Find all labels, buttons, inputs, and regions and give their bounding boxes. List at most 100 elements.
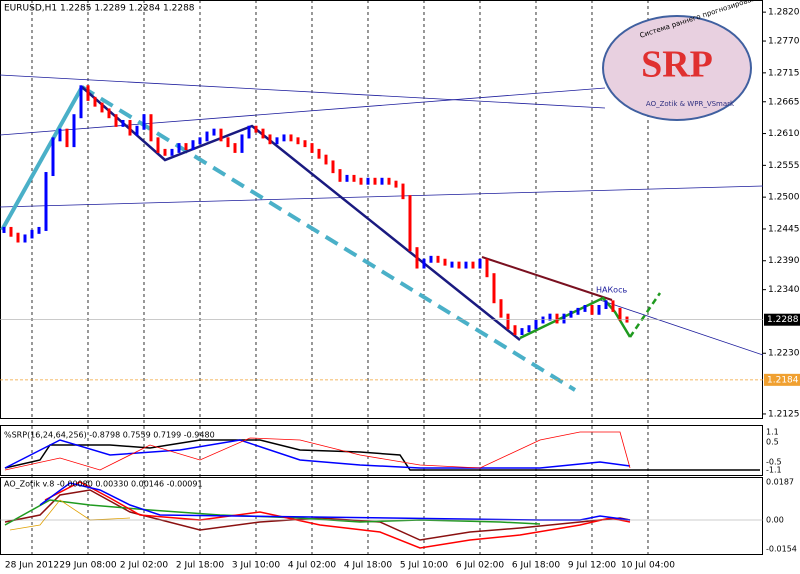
indicator-scale: -1.1 xyxy=(766,466,782,475)
price-bar xyxy=(58,128,62,142)
x-tick-label: 4 Jul 18:00 xyxy=(344,561,393,571)
price-bar xyxy=(156,137,160,153)
level-box xyxy=(764,373,800,386)
trend-line xyxy=(0,86,84,231)
price-bar xyxy=(436,255,440,263)
trend-line xyxy=(0,74,606,109)
price-bar xyxy=(555,313,559,324)
ao-panel xyxy=(0,477,763,555)
price-bar xyxy=(261,128,265,139)
trend-line xyxy=(519,296,632,340)
price-bar xyxy=(415,247,419,269)
indicator-scale: -0.5 xyxy=(766,458,782,467)
indicator-scale: 0.5 xyxy=(766,438,779,447)
price-bar xyxy=(72,114,76,148)
logo-title: SRP xyxy=(641,44,713,86)
price-bar xyxy=(149,114,153,142)
price-bar xyxy=(471,261,475,269)
price-bar xyxy=(506,313,510,330)
x-tick-label: 9 Jul 12:00 xyxy=(568,561,617,571)
price-bar xyxy=(184,143,188,151)
price-bar xyxy=(107,108,111,119)
price-bar xyxy=(177,143,181,153)
srp-line xyxy=(4,431,631,471)
indicator-scale: 0.0187 xyxy=(766,478,794,487)
price-bar xyxy=(401,183,405,200)
price-bar xyxy=(548,313,552,321)
price-bar xyxy=(275,137,279,145)
price-bar xyxy=(618,307,622,321)
trend-line xyxy=(80,85,577,392)
price-bar xyxy=(142,114,146,130)
srp-line xyxy=(4,439,760,471)
price-bar xyxy=(408,195,412,252)
price-bar xyxy=(30,229,34,239)
price-bar xyxy=(23,234,27,243)
price-bar xyxy=(457,261,461,269)
x-tick-label: 6 Jul 18:00 xyxy=(512,561,561,571)
price-bar xyxy=(100,102,104,113)
price-bar xyxy=(170,148,174,156)
price-bar xyxy=(212,128,216,136)
price-bar xyxy=(135,125,139,136)
bid-label: 1.2288 xyxy=(767,315,799,325)
y-tick-label: 1.2770 xyxy=(768,37,800,47)
price-bar xyxy=(534,319,538,330)
price-bars xyxy=(2,85,629,336)
price-bar xyxy=(163,148,167,156)
price-bar xyxy=(478,258,482,269)
price-bar xyxy=(2,226,6,233)
price-bar xyxy=(233,143,237,153)
logo-bottom: AO_Zotik & WPR_VSmark xyxy=(646,100,735,108)
price-bar xyxy=(485,258,489,278)
x-tick-label: 2 Jul 02:00 xyxy=(120,561,169,571)
price-bar xyxy=(359,177,363,185)
trend-line xyxy=(481,256,613,301)
price-bar xyxy=(226,137,230,148)
price-bar xyxy=(240,134,244,153)
x-tick-label: 3 Jul 10:00 xyxy=(232,561,281,571)
price-bar xyxy=(79,85,83,119)
price-bar xyxy=(93,96,97,107)
price-bar xyxy=(387,177,391,185)
price-bar xyxy=(219,128,223,142)
y-tick-label: 1.2555 xyxy=(768,161,800,171)
ao-line xyxy=(39,482,631,521)
x-tick-label: 29 Jun 08:00 xyxy=(59,561,116,571)
price-bar xyxy=(597,304,601,315)
x-tick-label: 5 Jul 10:00 xyxy=(400,561,449,571)
price-bar xyxy=(268,134,272,145)
price-bar xyxy=(114,114,118,127)
price-bar xyxy=(9,226,13,237)
indicator-scale: 0.00 xyxy=(766,516,784,525)
price-bar xyxy=(121,119,125,127)
price-bar xyxy=(429,255,433,263)
x-tick-label: 28 Jun 2012 xyxy=(5,561,59,571)
y-tick-label: 1.2445 xyxy=(768,224,800,234)
annotation: НАКось xyxy=(596,286,627,295)
price-bar xyxy=(247,125,251,139)
indicator-lines xyxy=(4,431,760,549)
y-tick-label: 1.2610 xyxy=(768,129,800,139)
price-bar xyxy=(527,325,531,333)
price-bar xyxy=(303,140,307,148)
price-bar xyxy=(422,258,426,269)
price-bar xyxy=(569,310,573,318)
ao-line xyxy=(44,481,631,549)
x-tick-label: 2 Jul 18:00 xyxy=(176,561,225,571)
srp-panel xyxy=(0,425,763,476)
price-bar xyxy=(37,226,41,234)
price-bar xyxy=(604,300,608,309)
bid-box xyxy=(764,313,800,326)
indicator-scale: 1.1 xyxy=(766,428,779,437)
ao-line xyxy=(9,499,131,531)
price-bar xyxy=(310,143,314,153)
price-bar xyxy=(16,232,20,243)
y-tick-label: 1.2340 xyxy=(768,285,800,295)
y-tick-label: 1.2820 xyxy=(768,8,800,18)
y-tick-label: 1.2715 xyxy=(768,68,800,78)
price-bar xyxy=(562,313,566,324)
price-bar xyxy=(450,261,454,268)
trend-line xyxy=(0,87,606,136)
